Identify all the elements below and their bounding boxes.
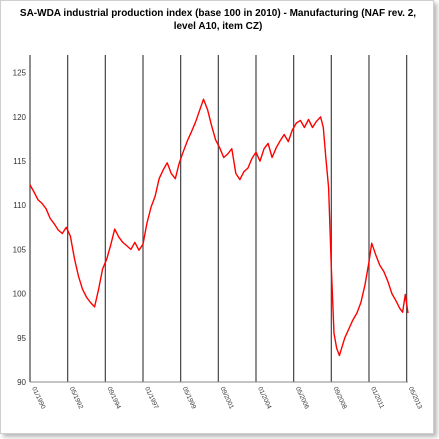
x-tick-label: 05/1999: [181, 386, 197, 411]
vertical-gridlines: [29, 55, 408, 382]
y-tick-label: 125: [13, 69, 27, 78]
x-tick-label: 09/2008: [332, 386, 348, 411]
x-tick-label: 01/2011: [369, 386, 385, 410]
x-tick-label: 05/1992: [68, 386, 84, 411]
series-group: [29, 98, 409, 357]
chart-frame: SA-WDA industrial production index (base…: [0, 0, 434, 434]
x-tick-label: 05/2013: [407, 386, 423, 411]
y-tick-label: 110: [13, 201, 26, 210]
y-tick-label: 115: [13, 157, 26, 166]
y-tick-label: 105: [13, 245, 27, 254]
x-tick-label: 09/2001: [219, 386, 235, 411]
y-tick-label: 95: [17, 334, 26, 343]
x-axis: 01/1990 05/1992 09/1994 01/1997 05/1999 09/20…: [30, 381, 423, 411]
y-tick-label: 100: [13, 290, 27, 299]
y-tick-label: 90: [17, 378, 26, 387]
chart-title: SA-WDA industrial production index (base…: [19, 8, 417, 32]
series-line: [29, 98, 409, 357]
x-tick-label: 09/1994: [106, 386, 122, 411]
x-tick-label: 01/2004: [256, 386, 272, 411]
y-axis: 90 95 100 105 110 115 120 125: [13, 69, 27, 387]
x-tick-label: 05/2006: [294, 386, 310, 411]
x-tick-label: 01/1990: [30, 386, 46, 411]
x-tick-label: 01/1997: [143, 386, 159, 411]
y-tick-label: 120: [13, 113, 27, 122]
